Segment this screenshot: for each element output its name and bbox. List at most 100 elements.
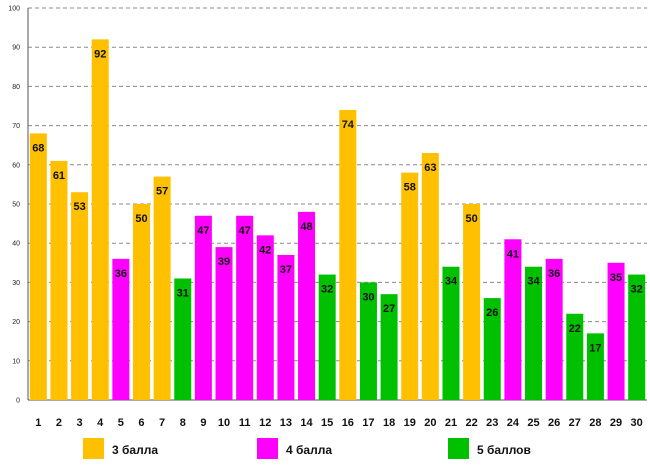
bar xyxy=(277,254,295,400)
data-label: 47 xyxy=(197,225,209,237)
bar xyxy=(71,192,89,400)
data-label: 17 xyxy=(589,342,601,354)
x-tick-label: 7 xyxy=(159,417,165,429)
data-label: 26 xyxy=(486,307,498,319)
data-label: 32 xyxy=(321,284,333,296)
y-tick-label: 50 xyxy=(12,202,20,209)
x-tick-label: 11 xyxy=(239,417,251,429)
x-tick-label: 3 xyxy=(77,417,83,429)
data-label: 50 xyxy=(465,213,477,225)
bar xyxy=(50,160,68,400)
x-tick-label: 10 xyxy=(218,417,230,429)
x-tick-label: 27 xyxy=(569,417,581,429)
x-tick-label: 4 xyxy=(97,417,104,429)
x-tick-label: 2 xyxy=(56,417,62,429)
bar xyxy=(586,333,604,400)
data-label: 35 xyxy=(610,272,622,284)
y-tick-label: 60 xyxy=(12,162,20,169)
x-tick-label: 14 xyxy=(300,417,313,429)
bar xyxy=(339,109,357,401)
bar xyxy=(525,266,543,400)
x-tick-label: 22 xyxy=(465,417,477,429)
bar xyxy=(153,176,171,400)
bar xyxy=(29,133,47,400)
bar xyxy=(215,247,233,400)
bar xyxy=(483,298,501,400)
data-label: 47 xyxy=(239,225,251,237)
data-label: 34 xyxy=(527,276,540,288)
y-tick-label: 10 xyxy=(12,358,20,365)
data-label: 27 xyxy=(383,303,395,315)
bar xyxy=(607,262,625,400)
bar xyxy=(566,313,584,400)
legend-swatch xyxy=(448,438,469,459)
y-tick-label: 30 xyxy=(12,280,20,287)
data-label: 63 xyxy=(424,162,436,174)
x-tick-label: 16 xyxy=(342,417,354,429)
bar xyxy=(359,282,377,400)
bar xyxy=(318,274,336,400)
y-tick-label: 90 xyxy=(12,45,20,52)
data-label: 48 xyxy=(300,221,312,233)
grid-lines xyxy=(28,7,647,362)
x-tick-label: 19 xyxy=(404,417,416,429)
bar xyxy=(194,215,212,400)
x-tick-label: 17 xyxy=(362,417,374,429)
y-tick-label: 0 xyxy=(16,398,20,405)
x-tick-label: 15 xyxy=(321,417,333,429)
data-label: 22 xyxy=(569,323,581,335)
data-label: 36 xyxy=(115,268,127,280)
x-tick-label: 20 xyxy=(424,417,436,429)
x-tick-label: 1 xyxy=(35,417,41,429)
x-tick-label: 25 xyxy=(527,417,539,429)
x-tick-label: 9 xyxy=(200,417,206,429)
x-tick-label: 23 xyxy=(486,417,498,429)
y-tick-label: 70 xyxy=(12,123,20,130)
data-label: 30 xyxy=(362,291,374,303)
data-label: 74 xyxy=(342,119,355,131)
x-tick-label: 6 xyxy=(138,417,144,429)
data-label: 61 xyxy=(53,170,65,182)
y-tick-label: 100 xyxy=(8,6,20,13)
data-label: 42 xyxy=(259,244,271,256)
x-tick-label: 13 xyxy=(280,417,292,429)
legend-label: 3 балла xyxy=(112,443,158,457)
data-label: 37 xyxy=(280,264,292,276)
bar xyxy=(463,204,481,400)
data-label: 41 xyxy=(507,248,519,260)
bars: 68 61 53 92 36 50 57 31 47 39 47 42 37 48 32 74 30 27 58 63… xyxy=(29,39,646,401)
bar xyxy=(91,39,109,401)
y-tick-label: 20 xyxy=(12,319,20,326)
bar xyxy=(545,258,563,400)
x-tick-label: 29 xyxy=(610,417,622,429)
x-tick-label: 18 xyxy=(383,417,395,429)
data-label: 68 xyxy=(32,142,44,154)
y-tick-label: 80 xyxy=(12,84,20,91)
x-axis-ticks: 1 2 3 4 5 6 7 8 9 10 11 12 13 14 15 16 17 18 19 20 21 22 23 24 2… xyxy=(35,417,643,429)
bar xyxy=(504,239,522,400)
data-label: 57 xyxy=(156,186,168,198)
data-label: 36 xyxy=(548,268,560,280)
legend-label: 5 баллов xyxy=(477,443,531,457)
legend-swatch xyxy=(83,438,104,459)
data-label: 39 xyxy=(218,256,230,268)
bar xyxy=(380,294,398,400)
bar xyxy=(256,235,274,400)
x-tick-label: 30 xyxy=(631,417,643,429)
bar xyxy=(421,153,439,400)
legend-label: 4 балла xyxy=(286,443,332,457)
bar xyxy=(298,211,316,400)
bar xyxy=(132,204,150,400)
bar xyxy=(442,266,460,400)
x-tick-label: 28 xyxy=(589,417,601,429)
data-label: 92 xyxy=(94,48,106,60)
x-tick-label: 26 xyxy=(548,417,560,429)
x-tick-label: 5 xyxy=(118,417,124,429)
bar xyxy=(236,215,254,400)
bar xyxy=(401,172,419,400)
legend-swatch xyxy=(257,438,278,459)
data-label: 31 xyxy=(177,287,189,299)
x-tick-label: 12 xyxy=(259,417,271,429)
legend: 3 балла 4 балла 5 баллов xyxy=(83,438,531,459)
